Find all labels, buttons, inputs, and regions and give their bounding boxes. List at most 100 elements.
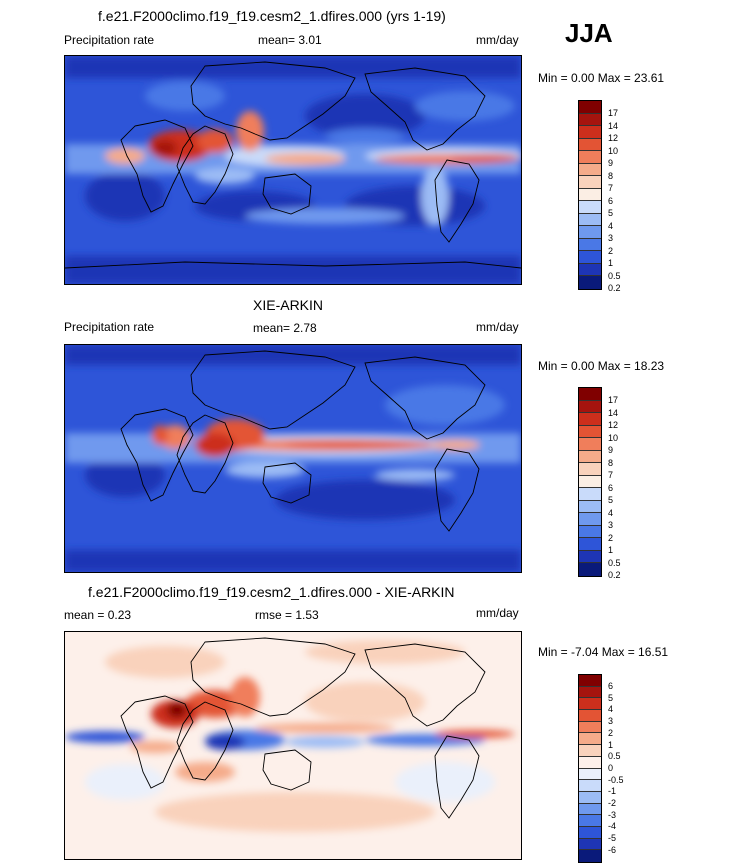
panel-2-units-label: mm/day xyxy=(476,320,519,334)
colorbar-tick: 0.2 xyxy=(608,570,621,580)
panel-3-units-label: mm/day xyxy=(476,606,519,620)
colorbar-tick: 6 xyxy=(608,482,614,493)
panel-3-field xyxy=(65,632,521,859)
colorbar-tick: 3 xyxy=(608,233,614,243)
panel-3-map xyxy=(64,631,522,860)
colorbar-swatch xyxy=(579,113,601,126)
panel-3-minmax-label: Min = -7.04 Max = 16.51 xyxy=(538,645,669,659)
season-label: JJA xyxy=(565,18,613,48)
panel-1-title: f.e21.F2000climo.f19_f19.cesm2_1.dfires.… xyxy=(98,8,446,24)
colorbar-swatch xyxy=(579,791,601,804)
colorbar-tick: 17 xyxy=(608,395,619,405)
colorbar-swatch xyxy=(579,513,601,526)
colorbar-swatch xyxy=(579,201,601,214)
colorbar-tick: 10 xyxy=(608,432,619,443)
colorbar-swatch xyxy=(579,538,601,551)
colorbar-tick: 2 xyxy=(608,532,614,543)
colorbar-swatch xyxy=(579,550,601,563)
panel-2-minmax-label: Min = 0.00 Max = 18.23 xyxy=(538,359,665,373)
colorbar-swatch xyxy=(579,176,601,189)
panel-1-variable-label: Precipitation rate xyxy=(64,33,155,47)
colorbar-tick: 6 xyxy=(608,681,614,691)
colorbar-swatch xyxy=(579,238,601,251)
colorbar-tick: 2 xyxy=(608,727,614,738)
colorbar-tick: 10 xyxy=(608,145,619,156)
colorbar-tick: 1 xyxy=(608,545,614,555)
panel-2-mean-label: mean= 2.78 xyxy=(253,321,317,335)
colorbar-swatch xyxy=(579,463,601,476)
colorbar-swatch xyxy=(579,263,601,276)
panel-1-field xyxy=(65,56,521,284)
colorbar-tick: 14 xyxy=(608,407,619,418)
colorbar-tick: 6 xyxy=(608,195,614,206)
colorbar-tick: -6 xyxy=(608,844,617,855)
colorbar-swatch xyxy=(579,213,601,226)
colorbar-swatch xyxy=(579,438,601,451)
colorbar-swatch xyxy=(579,276,601,289)
colorbar-swatch xyxy=(579,780,601,792)
colorbar-swatch xyxy=(579,710,601,722)
colorbar-swatch xyxy=(579,400,601,413)
colorbar-swatch xyxy=(579,525,601,538)
colorbar-swatch xyxy=(579,686,601,699)
colorbar-swatch xyxy=(579,500,601,513)
colorbar-swatch xyxy=(579,388,601,401)
panel-2-colorbar xyxy=(578,387,602,577)
colorbar-swatch xyxy=(579,138,601,151)
colorbar-swatch xyxy=(579,733,601,746)
colorbar-tick: 5 xyxy=(608,208,614,218)
colorbar-tick: 14 xyxy=(608,120,619,131)
colorbar-tick: 8 xyxy=(608,170,614,181)
colorbar-swatch xyxy=(579,838,601,851)
colorbar-tick: 0 xyxy=(608,762,614,773)
panel-2-map xyxy=(64,344,522,573)
colorbar-swatch xyxy=(579,768,601,781)
colorbar-tick: 4 xyxy=(608,704,614,715)
colorbar-tick: -5 xyxy=(608,833,617,844)
colorbar-swatch xyxy=(579,745,601,757)
colorbar-tick: 0.5 xyxy=(608,751,621,762)
colorbar-swatch xyxy=(579,803,601,816)
colorbar-swatch xyxy=(579,675,601,687)
colorbar-swatch xyxy=(579,698,601,711)
panel-2-field xyxy=(65,345,521,572)
colorbar-tick: 4 xyxy=(608,507,614,518)
colorbar-tick: 1 xyxy=(608,739,614,750)
panel-1-map xyxy=(64,55,522,285)
colorbar-tick: -4 xyxy=(608,821,617,832)
colorbar-tick: -2 xyxy=(608,798,617,808)
colorbar-swatch xyxy=(579,413,601,426)
colorbar-tick: 3 xyxy=(608,520,614,530)
panel-3-title: f.e21.F2000climo.f19_f19.cesm2_1.dfires.… xyxy=(88,584,455,600)
colorbar-tick: 1 xyxy=(608,258,614,268)
colorbar-tick: 7 xyxy=(608,183,614,193)
colorbar-swatch xyxy=(579,163,601,176)
colorbar-swatch xyxy=(579,251,601,264)
panel-3-colorbar xyxy=(578,674,602,863)
colorbar-swatch xyxy=(579,226,601,239)
colorbar-tick: 4 xyxy=(608,220,614,231)
colorbar-tick: -1 xyxy=(608,786,617,797)
colorbar-swatch xyxy=(579,151,601,164)
colorbar-swatch xyxy=(579,850,601,862)
colorbar-tick: 3 xyxy=(608,716,614,727)
colorbar-swatch xyxy=(579,488,601,501)
colorbar-tick: 12 xyxy=(608,133,619,143)
colorbar-swatch xyxy=(579,126,601,139)
colorbar-tick: 0.5 xyxy=(608,557,621,568)
colorbar-tick: 0.2 xyxy=(608,283,621,293)
panel-3-rmse-label: rmse = 1.53 xyxy=(255,608,319,622)
colorbar-swatch xyxy=(579,815,601,827)
colorbar-swatch xyxy=(579,563,601,576)
colorbar-swatch xyxy=(579,475,601,488)
colorbar-swatch xyxy=(579,425,601,438)
panel-1-mean-label: mean= 3.01 xyxy=(258,33,322,47)
colorbar-swatch xyxy=(579,756,601,769)
colorbar-tick: 12 xyxy=(608,420,619,430)
colorbar-swatch xyxy=(579,101,601,114)
colorbar-tick: 5 xyxy=(608,692,614,703)
colorbar-tick: 2 xyxy=(608,245,614,256)
colorbar-tick: 9 xyxy=(608,158,614,168)
panel-1-colorbar xyxy=(578,100,602,290)
colorbar-swatch xyxy=(579,826,601,839)
